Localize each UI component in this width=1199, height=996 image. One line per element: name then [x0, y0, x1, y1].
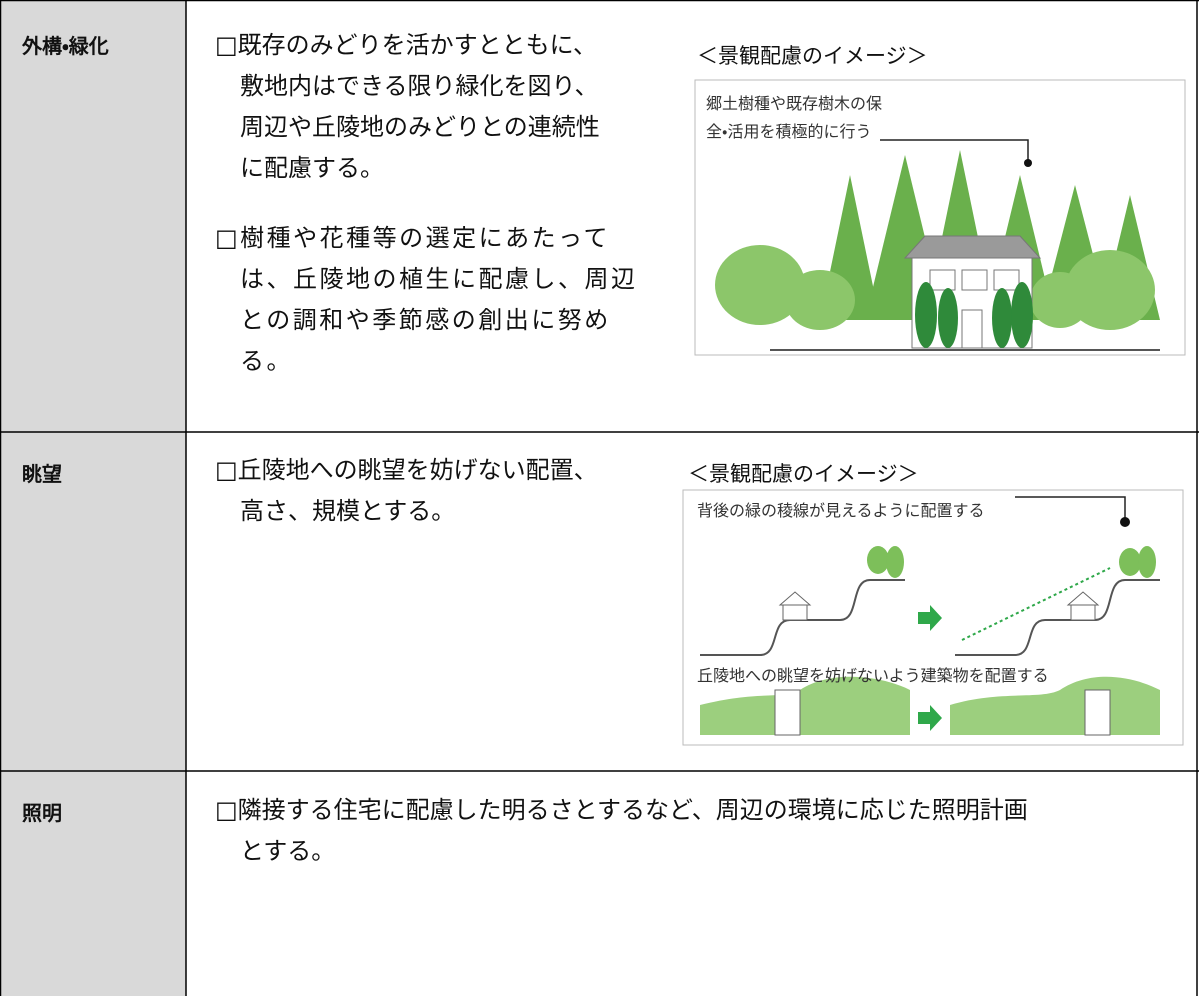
item-line: 敷地内はできる限り緑化を図り、 [240, 72, 599, 100]
item-line: □丘陵地への眺望を妨げない配置、 [215, 456, 598, 484]
item-line: は、丘陵地の植生に配慮し、周辺 [240, 265, 638, 293]
item-line: 周辺や丘陵地のみどりとの連続性 [240, 113, 600, 141]
figure-trees [694, 79, 1186, 356]
item-line: □既存のみどりを活かすとともに、 [215, 31, 597, 59]
item-line: との調和や季節感の創出に努め [240, 306, 611, 334]
item-line: □隣接する住宅に配慮した明るさとするなど、周辺の環境に応じた照明計画 [215, 796, 1028, 824]
heading-column [0, 0, 186, 996]
row-heading: 照明 [22, 801, 62, 825]
item-line: とする。 [240, 837, 336, 865]
figure-label: 背後の緑の稜線が見えるように配置する [697, 501, 985, 520]
item-line: □樹種や花種等の選定にあたって [215, 224, 610, 252]
row-heading: 眺望 [22, 462, 62, 486]
item-line: る。 [240, 347, 293, 375]
figure-caption: ＜景観配慮のイメージ＞ [688, 462, 919, 486]
figure-label: 丘陵地への眺望を妨げないよう建築物を配置する [697, 666, 1049, 685]
figure-label: 全・活用を積極的に行う [706, 122, 872, 141]
item-line: に配慮する。 [240, 154, 384, 182]
figure-label: 郷土樹種や既存樹木の保 [706, 94, 883, 113]
item-line: 高さ、規模とする。 [240, 497, 456, 525]
figure-view [682, 489, 1184, 746]
row-heading: 外構・緑化 [22, 34, 109, 58]
figure-caption: ＜景観配慮のイメージ＞ [697, 44, 928, 68]
